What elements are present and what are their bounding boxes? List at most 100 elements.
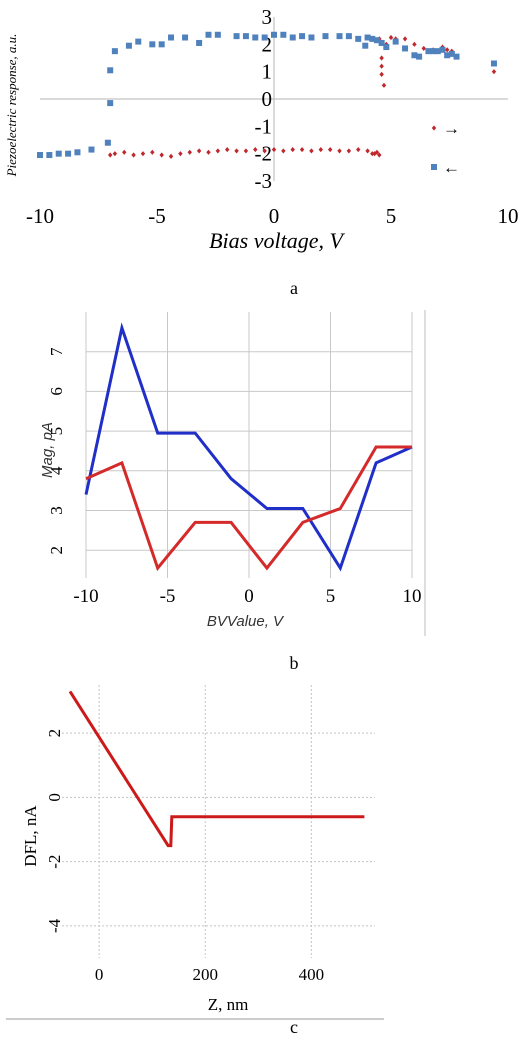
data-point-right-sweep — [299, 146, 305, 153]
data-point-right-sweep — [112, 151, 118, 157]
data-point-right-sweep — [281, 148, 286, 154]
data-point-left-sweep — [378, 39, 385, 46]
data-point-left-sweep — [107, 67, 114, 74]
chart-a-caption: a — [290, 278, 298, 298]
chart-b-marks — [84, 322, 413, 572]
chart-c-axes: 2 0 -2 -4 0 200 400 — [6, 685, 384, 1020]
x-tick-label: 5 — [386, 204, 397, 228]
y-tick-label: -3 — [255, 169, 273, 193]
data-point-right-sweep — [379, 63, 384, 69]
data-point-left-sweep — [168, 34, 175, 41]
data-point-left-sweep — [111, 48, 118, 55]
data-point-right-sweep — [196, 148, 202, 154]
data-point-left-sweep — [289, 34, 296, 41]
data-point-right-sweep — [379, 55, 384, 61]
data-point-left-sweep — [252, 34, 259, 41]
data-point-left-sweep — [392, 38, 399, 45]
y-tick-label: 5 — [47, 427, 66, 436]
y-tick-label: 3 — [262, 5, 273, 29]
chart-a-marks: →← — [37, 31, 497, 177]
y-tick-label: -2 — [45, 855, 64, 869]
data-point-right-sweep — [374, 149, 380, 155]
data-point-right-sweep — [402, 36, 408, 42]
chart-a-ylabel: Piezoelectric response, a.u. — [4, 34, 19, 178]
x-tick-label: -5 — [148, 204, 166, 228]
data-point-right-sweep — [337, 148, 342, 154]
data-point-right-sweep — [290, 146, 295, 153]
data-point-left-sweep — [448, 50, 455, 57]
data-point-right-sweep — [444, 47, 450, 53]
data-point-right-sweep — [122, 149, 127, 155]
data-point-right-sweep — [346, 148, 352, 154]
y-tick-label: 4 — [47, 466, 66, 475]
data-point-right-sweep — [381, 82, 387, 88]
data-point-right-sweep — [388, 34, 394, 41]
data-point-right-sweep — [187, 149, 192, 155]
x-tick-label: 5 — [326, 586, 336, 607]
data-point-right-sweep — [225, 146, 230, 153]
data-point-left-sweep — [444, 52, 451, 59]
x-tick-label: 200 — [192, 965, 218, 984]
data-point-left-sweep — [322, 33, 329, 40]
data-point-right-sweep — [150, 149, 155, 155]
data-point-right-sweep — [168, 153, 174, 159]
y-tick-label: 2 — [45, 729, 64, 738]
series-line — [84, 322, 413, 572]
data-point-right-sweep — [356, 146, 361, 153]
data-point-left-sweep — [416, 53, 423, 60]
x-tick-label: 0 — [269, 204, 280, 228]
data-point-left-sweep — [205, 31, 212, 38]
chart-c-marks — [68, 690, 365, 848]
data-point-right-sweep — [159, 152, 164, 158]
data-point-left-sweep — [434, 48, 441, 55]
x-tick-label: -10 — [73, 586, 98, 607]
legend-label: ← — [443, 158, 460, 177]
data-point-left-sweep — [308, 34, 315, 41]
data-point-right-sweep — [377, 152, 382, 158]
data-point-left-sweep — [149, 41, 156, 48]
y-tick-label: 0 — [45, 793, 64, 802]
data-point-left-sweep — [383, 44, 390, 51]
data-point-right-sweep — [318, 146, 323, 153]
data-point-left-sweep — [196, 39, 203, 46]
data-point-left-sweep — [46, 152, 53, 159]
data-point-right-sweep — [215, 148, 221, 154]
y-tick-label: -4 — [45, 918, 64, 933]
x-tick-label: 10 — [403, 586, 422, 607]
data-point-left-sweep — [355, 35, 362, 42]
data-point-left-sweep — [107, 100, 114, 107]
data-point-right-sweep — [271, 146, 277, 153]
data-point-right-sweep — [309, 148, 314, 154]
data-point-left-sweep — [214, 31, 221, 38]
data-point-left-sweep — [430, 48, 437, 55]
data-point-left-sweep — [373, 37, 380, 44]
data-point-left-sweep — [233, 33, 240, 40]
data-point-right-sweep — [262, 148, 267, 154]
data-point-left-sweep — [37, 152, 43, 159]
data-point-right-sweep — [108, 152, 113, 158]
data-point-right-sweep — [370, 151, 375, 157]
y-tick-label: 2 — [262, 32, 273, 56]
data-point-left-sweep — [182, 34, 189, 41]
chart-c-ylabel: DFL, nA — [21, 805, 40, 867]
data-point-left-sweep — [280, 31, 287, 38]
data-point-left-sweep — [125, 42, 132, 49]
data-point-right-sweep — [421, 45, 426, 52]
chart-a-xlabel: Bias voltage, V — [209, 228, 345, 253]
chart-b-xlabel: BVValue, V — [207, 613, 285, 630]
y-tick-label: 2 — [47, 546, 66, 555]
chart-c-caption: c — [290, 1017, 298, 1037]
data-point-left-sweep — [55, 150, 62, 157]
chart-c-dfl: 2 0 -2 -4 0 200 400 DFL, nA Z, nm c — [6, 685, 384, 1037]
y-tick-label: 3 — [47, 506, 66, 515]
data-point-left-sweep — [425, 48, 432, 55]
x-tick-label: -5 — [160, 586, 176, 607]
data-point-right-sweep — [206, 149, 211, 155]
legend-marker-left-sweep — [431, 164, 437, 170]
data-point-right-sweep — [365, 148, 370, 154]
x-tick-label: 0 — [244, 586, 254, 607]
data-point-left-sweep — [135, 38, 142, 45]
y-tick-label: 7 — [47, 347, 66, 356]
data-point-left-sweep — [336, 33, 343, 40]
